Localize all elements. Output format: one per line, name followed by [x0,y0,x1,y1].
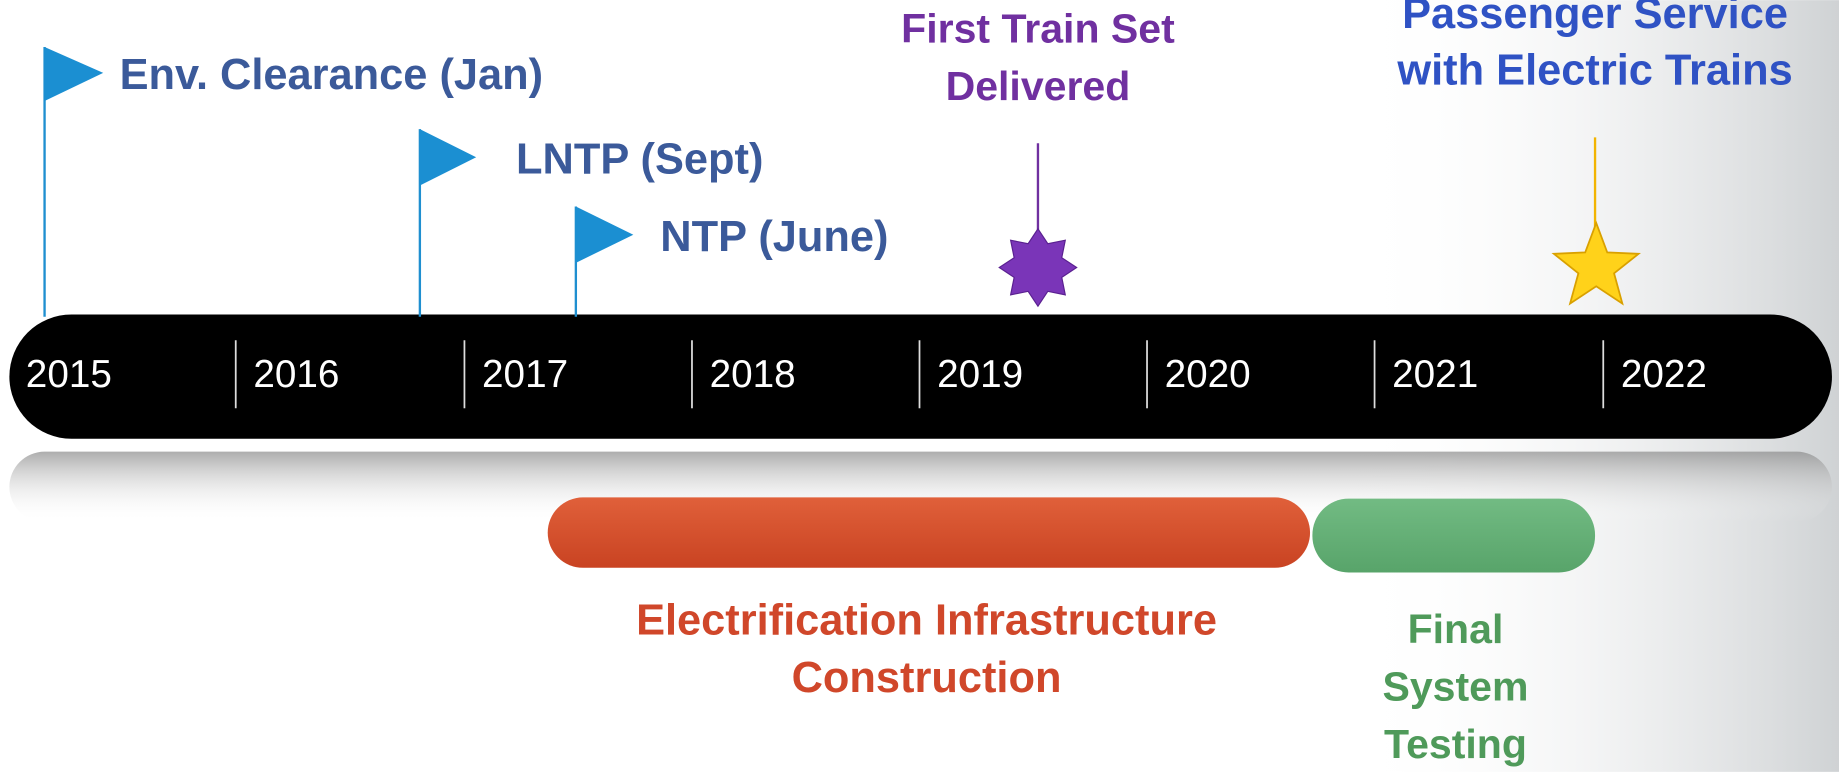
milestone-label: NTP (June) [660,213,888,261]
milestone-label: Delivered [946,63,1131,109]
milestone-label: Passenger Service [1402,0,1788,38]
year-separators [234,340,1605,409]
phase-label: Final [1408,606,1504,652]
milestone-label: First Train Set [901,6,1175,52]
milestone-label: Env. Clearance (Jan) [120,51,543,99]
phase-bar [1312,498,1596,573]
phase-label: Electrification Infrastructure [636,596,1217,644]
year-label: 2021 [1392,353,1478,396]
year-label: 2022 [1621,353,1707,396]
flag [575,206,634,263]
flag [44,47,104,102]
flag [419,129,477,186]
phase-label: Construction [792,654,1062,702]
year-label: 2018 [710,353,796,396]
phase-bar [547,497,1311,568]
milestone-label: LNTP (Sept) [516,135,763,183]
year-label: 2017 [482,353,568,396]
starburst [998,227,1078,308]
phase-label: System [1382,664,1528,710]
phase-label: Testing [1384,721,1527,767]
year-label: 2019 [937,353,1023,396]
year-label: 2016 [253,353,339,396]
year-label: 2015 [26,353,112,396]
milestone-label: with Electric Trains [1396,46,1792,94]
year-label: 2020 [1165,353,1251,396]
star [1551,220,1641,306]
